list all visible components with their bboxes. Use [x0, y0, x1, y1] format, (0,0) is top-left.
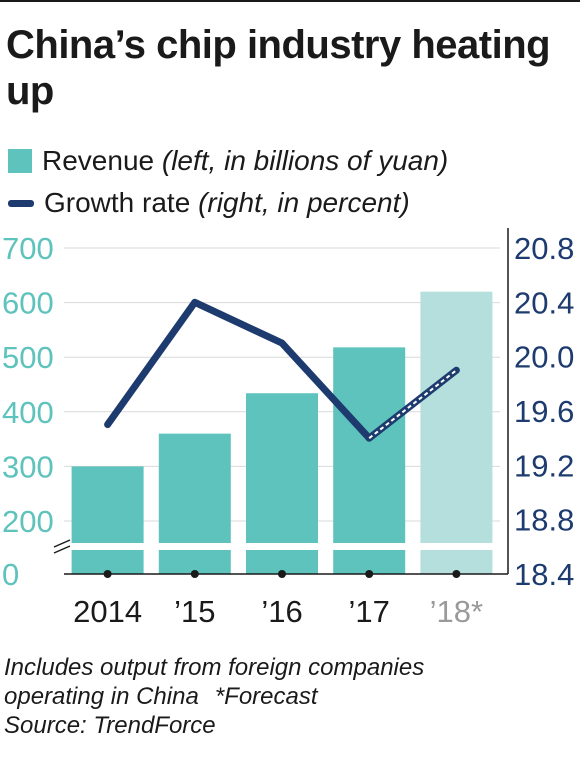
revenue-swatch [8, 149, 32, 173]
category-tick-dot [452, 570, 461, 578]
legend-item-revenue: Revenue (left, in billions of yuan) [8, 140, 448, 182]
legend-revenue-note: (left, in billions of yuan) [161, 145, 449, 176]
axis-break-mark [53, 539, 71, 548]
right-axis-tick: 18.8 [514, 503, 574, 538]
growth-rate-forecast-dash [368, 369, 458, 439]
legend: Revenue (left, in billions of yuan) Grow… [8, 140, 448, 224]
legend-item-growth: Growth rate (right, in percent) [8, 182, 448, 224]
right-axis-tick: 18.4 [514, 557, 574, 592]
chart-notes: Includes output from foreign companies o… [4, 653, 424, 740]
note-line-2-text: operating in China [4, 683, 199, 710]
right-axis-tick: 19.2 [514, 448, 574, 483]
left-axis-tick: 0 [2, 557, 19, 592]
right-axis-tick: 20.4 [514, 285, 574, 320]
x-tick-label: ’15 [174, 594, 215, 629]
category-tick-dot [103, 570, 112, 578]
category-tick-dot [190, 570, 199, 578]
revenue-bar-0 [71, 466, 144, 574]
revenue-bar-4 [420, 291, 493, 574]
category-tick-dot [365, 570, 374, 578]
chart-area: 2014 ’15 ’16 ’17 ’18* 700 600 500 400 300 200 0 20.8… [2, 228, 574, 629]
left-axis-tick: 300 [2, 449, 54, 484]
top-rule [0, 0, 580, 2]
chart-title: China’s chip industry heating up [6, 23, 551, 113]
right-axis-tick: 20.0 [514, 340, 574, 375]
left-axis-tick: 500 [2, 340, 54, 375]
left-axis-tick: 200 [2, 504, 54, 539]
legend-growth-label: Growth rate [44, 187, 191, 218]
left-axis-tick: 400 [2, 395, 54, 430]
left-axis-tick: 700 [2, 231, 54, 266]
source-line: Source: TrendForce [4, 712, 216, 739]
x-tick-label: 2014 [73, 594, 142, 629]
revenue-bar-3 [333, 347, 406, 574]
category-tick-dot [278, 570, 286, 578]
x-tick-label: ’18* [430, 594, 483, 629]
legend-revenue-label: Revenue [42, 145, 155, 176]
growth-rate-line [104, 298, 373, 442]
x-tick-label: ’16 [261, 594, 302, 629]
right-axis-tick: 19.6 [514, 394, 574, 429]
axis-break-mark [53, 545, 71, 554]
legend-growth-note: (right, in percent) [198, 187, 410, 218]
left-axis-tick: 600 [2, 286, 54, 321]
right-axis-tick: 20.8 [514, 231, 574, 266]
growth-swatch [8, 199, 34, 207]
revenue-bar-1 [158, 433, 231, 574]
axis-break-gap [64, 543, 500, 550]
note-line-2: operating in China *Forecast [4, 682, 424, 711]
x-tick-label: ’17 [349, 594, 390, 629]
forecast-note: *Forecast [214, 683, 318, 710]
note-line-1: Includes output from foreign companies [4, 654, 425, 681]
